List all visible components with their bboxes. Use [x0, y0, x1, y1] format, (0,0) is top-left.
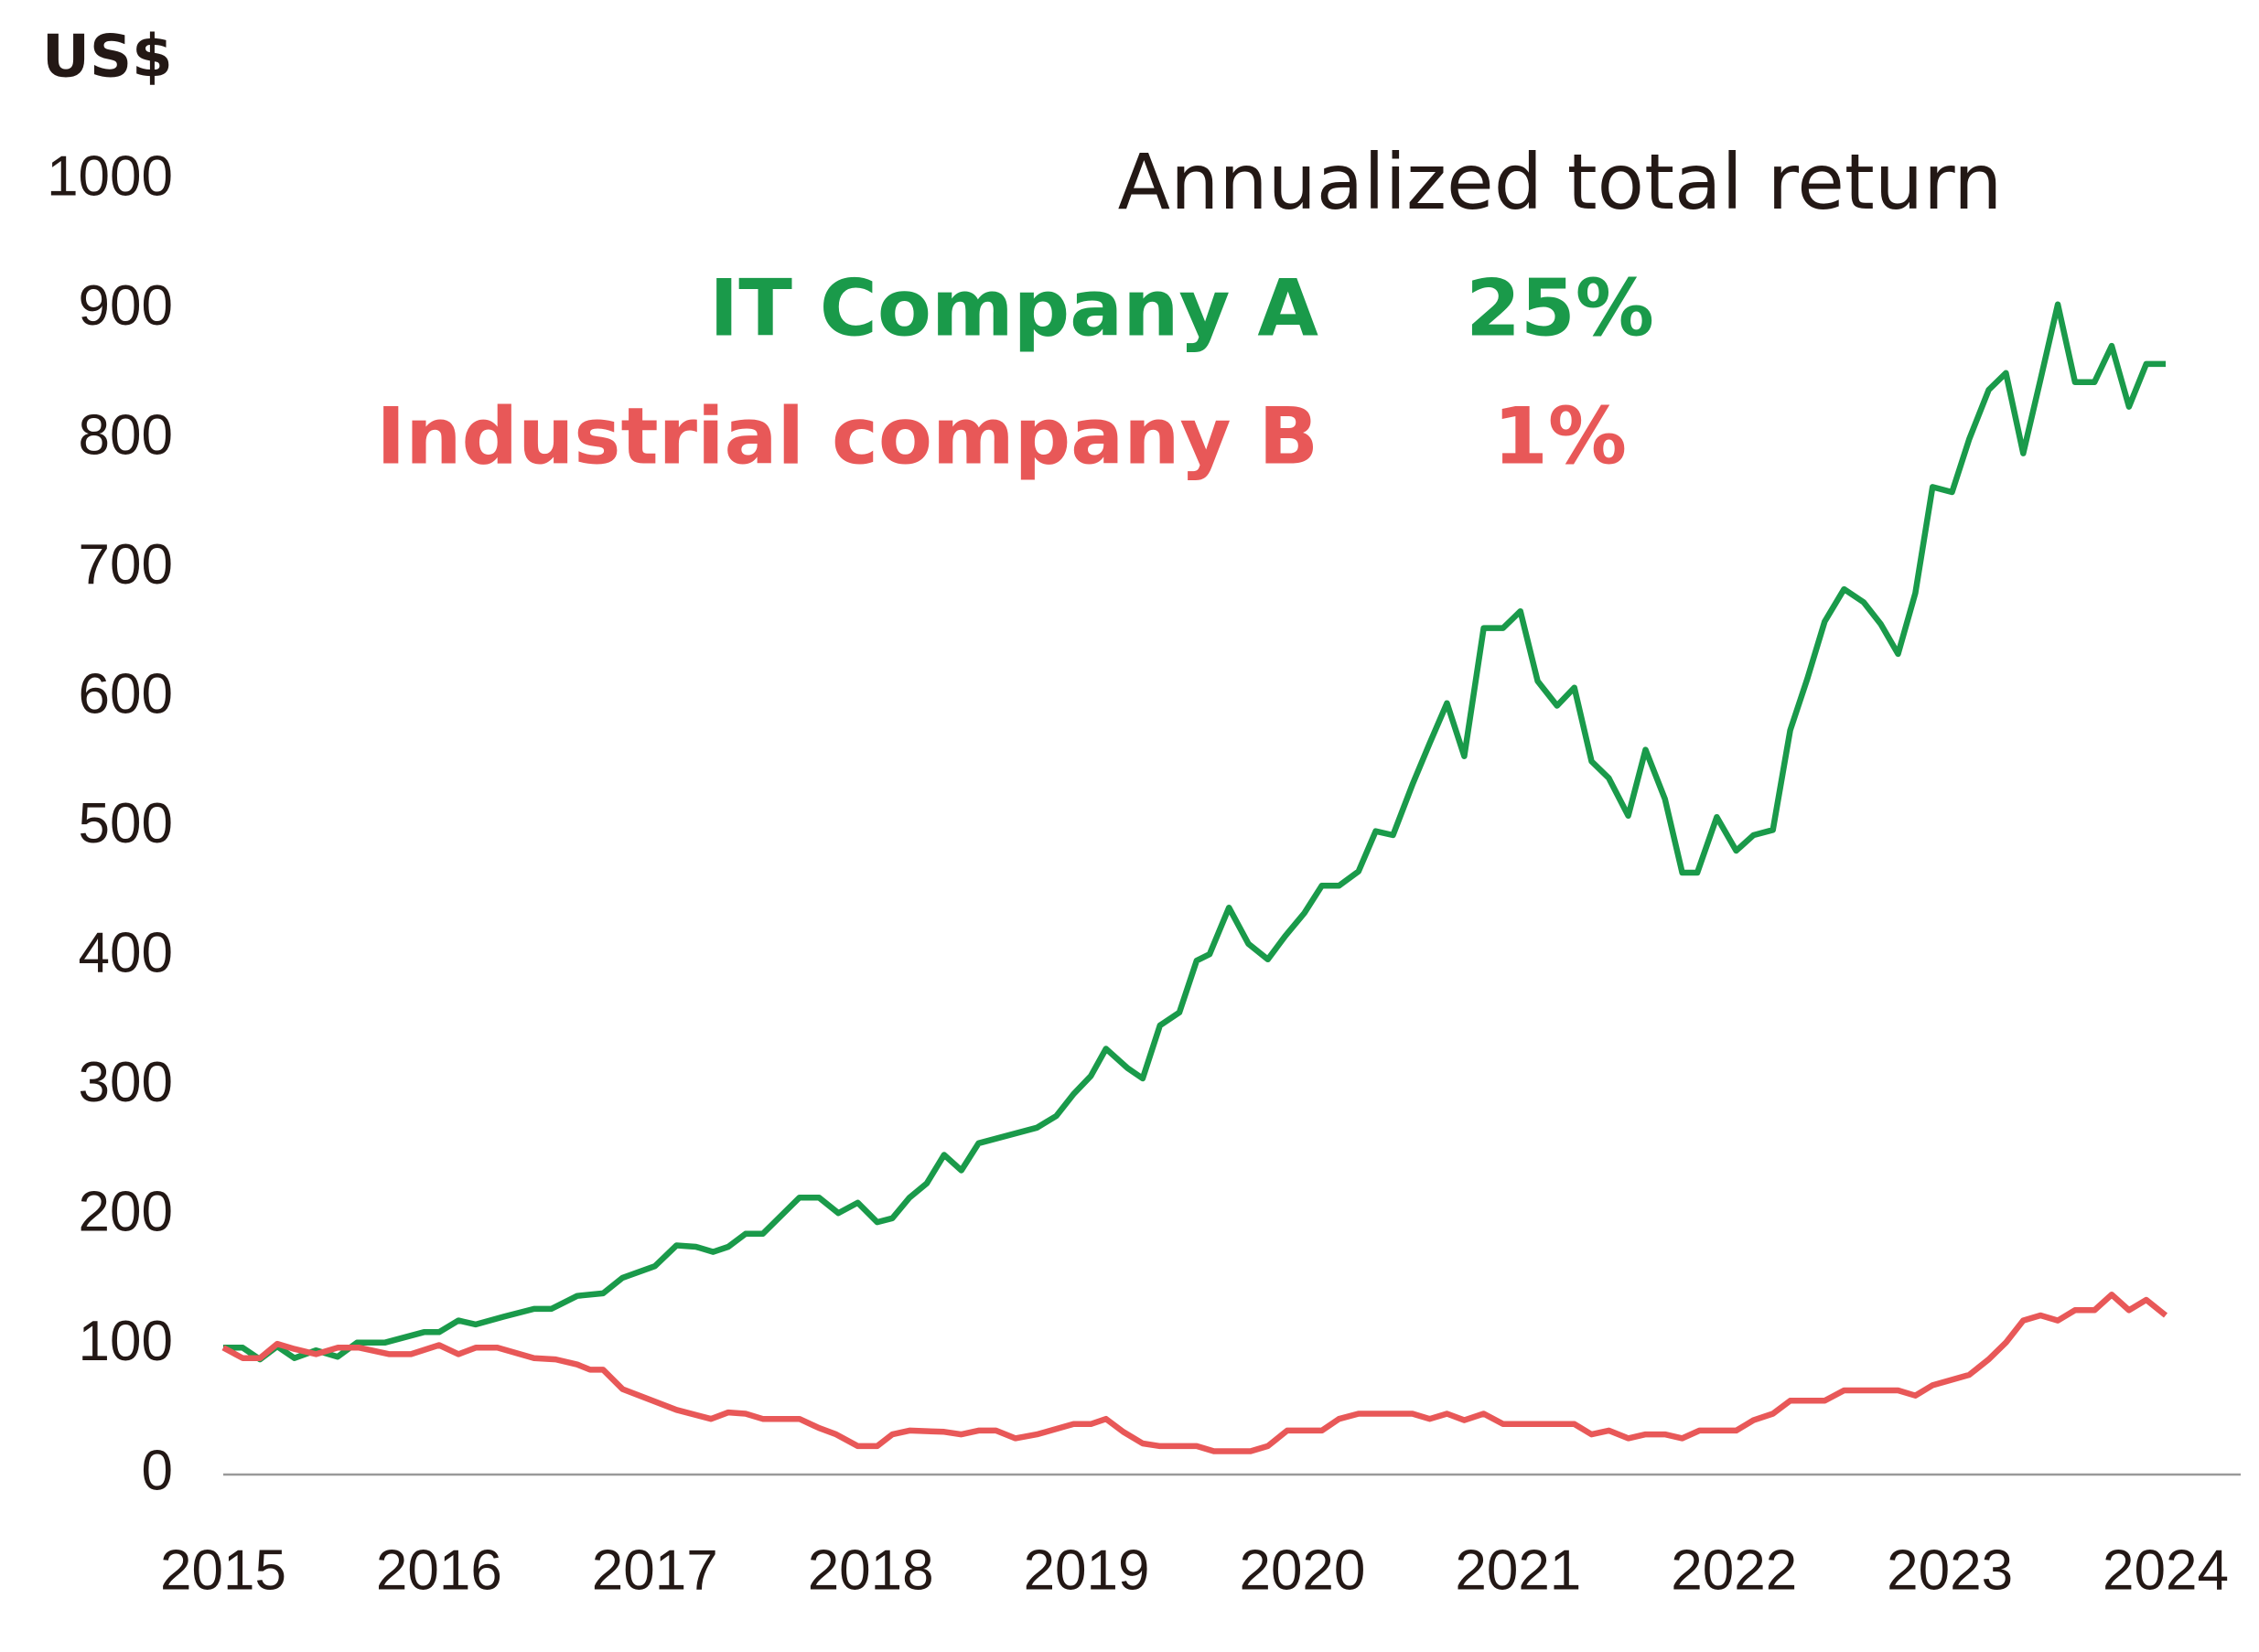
series-line	[223, 301, 2166, 1363]
y-tick-label: 1000	[47, 145, 173, 208]
y-tick-label: 0	[142, 1439, 173, 1502]
legend-title: Annualized total return	[1118, 137, 2003, 227]
y-tick-label: 400	[79, 921, 173, 984]
legend-label: Industrial company B	[376, 391, 1318, 482]
x-tick-label: 2016	[376, 1539, 502, 1602]
x-tick-label: 2020	[1239, 1539, 1365, 1602]
x-tick-label: 2022	[1671, 1539, 1797, 1602]
x-tick-label: 2021	[1455, 1539, 1581, 1602]
y-tick-label: 100	[79, 1310, 173, 1373]
legend-return: 1%	[1493, 391, 1627, 482]
x-tick-label: 2017	[592, 1539, 718, 1602]
x-tick-label: 2015	[160, 1539, 286, 1602]
y-tick-label: 200	[79, 1180, 173, 1243]
y-tick-label: 500	[79, 792, 173, 855]
legend-label: IT Company A	[709, 263, 1318, 354]
x-tick-label: 2019	[1024, 1539, 1150, 1602]
y-tick-label: 300	[79, 1051, 173, 1114]
x-tick-label: 2024	[2103, 1539, 2229, 1602]
y-tick-label: 800	[79, 403, 173, 467]
series-line	[221, 1292, 2168, 1454]
x-tick-label: 2018	[808, 1539, 934, 1602]
legend-return: 25%	[1466, 263, 1654, 354]
y-tick-label: 900	[79, 274, 173, 338]
x-tick-label: 2023	[1887, 1539, 2013, 1602]
y-tick-label: 700	[79, 533, 173, 596]
y-tick-label: 600	[79, 662, 173, 725]
y-axis-title: US$	[42, 24, 173, 91]
